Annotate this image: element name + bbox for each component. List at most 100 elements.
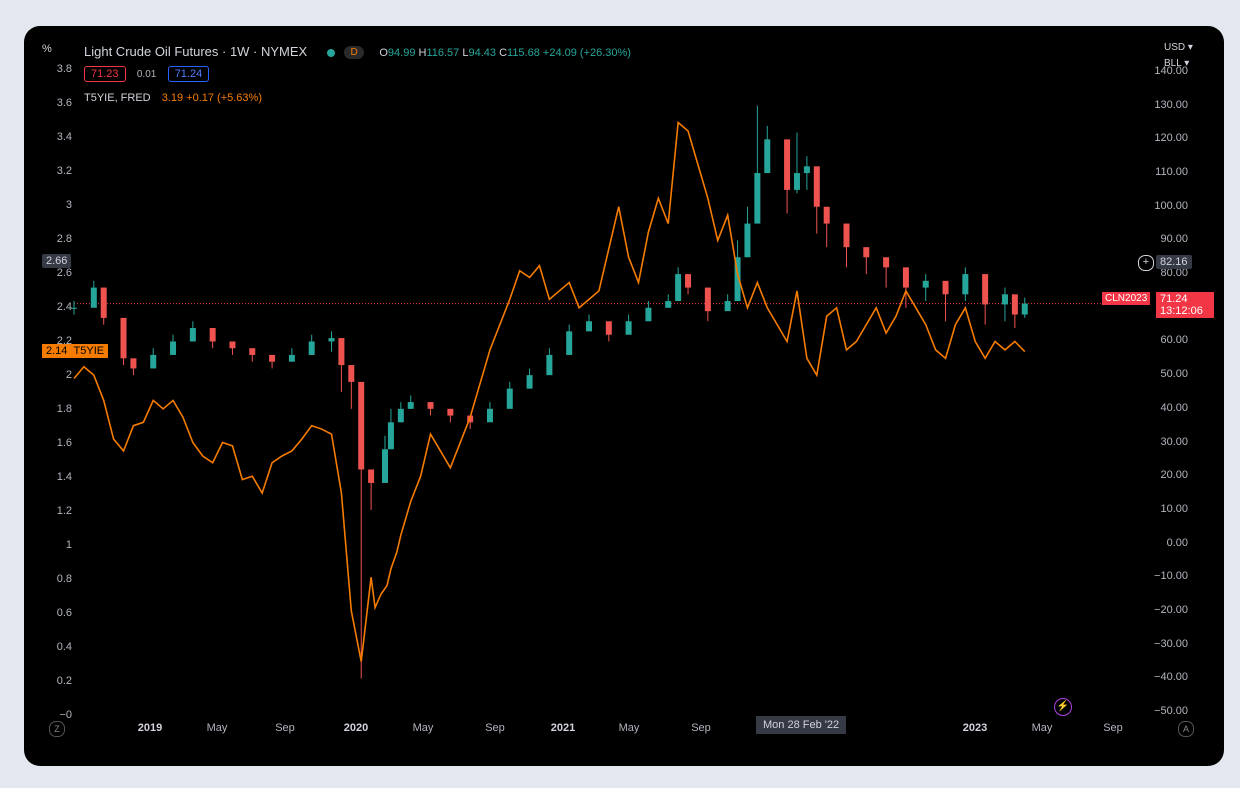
candle-body — [734, 257, 741, 302]
left-axis-tick: 1.4 — [56, 471, 72, 483]
candle-body — [189, 328, 196, 342]
candle-body — [645, 307, 652, 322]
chart-frame[interactable]: % Light Crude Oil Futures · 1W · NYMEX D… — [24, 26, 1224, 766]
candle-body — [387, 422, 394, 450]
right-axis-tick: 10.00 — [1160, 502, 1188, 515]
ohlc-values: O94.99 H116.57 L94.43 C115.68 +24.09 (+2… — [379, 47, 631, 59]
right-axis-tick: 90.00 — [1160, 233, 1188, 246]
candle-body — [209, 328, 216, 342]
candle-body — [130, 358, 137, 369]
candle-body — [566, 331, 573, 355]
candle-body — [338, 338, 345, 366]
left-axis-tick: 3.6 — [56, 97, 72, 109]
time-axis-tick: Sep — [691, 722, 711, 734]
currency-selector[interactable]: USD ▾ — [1164, 42, 1193, 53]
left-crosshair-badge: 2.66 — [42, 254, 72, 268]
symbol-title[interactable]: Light Crude Oil Futures · 1W · NYMEX — [84, 44, 308, 59]
candle-body — [764, 139, 771, 174]
candle-body — [754, 173, 761, 224]
candle-body — [1011, 294, 1018, 315]
candle-body — [288, 354, 295, 362]
candle-body — [665, 301, 672, 308]
t5yie-line — [73, 120, 1026, 662]
right-axis-tick: 30.00 — [1160, 435, 1188, 448]
candle-body — [675, 274, 682, 302]
candle-body — [605, 321, 612, 335]
spread-value: 0.01 — [136, 69, 157, 80]
right-axis-tick: −50.00 — [1154, 705, 1188, 717]
overlay-legend[interactable]: T5YIE, FRED 3.19 +0.17 (+5.63%) — [84, 92, 262, 104]
delay-badge[interactable]: D — [344, 46, 364, 60]
candle-body — [586, 321, 592, 332]
time-axis-tick: Sep — [485, 722, 505, 734]
time-axis-tick: 2020 — [343, 722, 369, 734]
time-axis-tick: 2019 — [137, 722, 163, 734]
candle-body — [813, 166, 820, 207]
candle-body — [427, 402, 434, 409]
candle-body — [120, 317, 127, 359]
candle-body — [625, 321, 632, 335]
left-axis-tick: 3.8 — [56, 63, 72, 75]
candle-body — [506, 388, 513, 409]
candle-body — [381, 449, 388, 483]
auto-scale-icon[interactable]: A — [1178, 721, 1194, 737]
left-axis-tick: 0.6 — [56, 607, 72, 619]
unit-selector[interactable]: BLL ▾ — [1164, 58, 1190, 69]
left-axis-tick: 1.8 — [56, 403, 72, 415]
left-axis-tick: 1 — [65, 539, 72, 551]
price-chart[interactable] — [24, 26, 1224, 766]
lightning-icon[interactable]: ⚡ — [1054, 698, 1072, 716]
time-axis-tick: Sep — [275, 722, 295, 734]
symbol-price-label: CLN2023 — [1102, 292, 1151, 305]
left-axis-tick: 1.2 — [56, 505, 72, 517]
candle-body — [1001, 294, 1008, 305]
candle-body — [71, 307, 77, 309]
left-axis-tick: 0.2 — [56, 675, 72, 687]
time-axis-tick: 2023 — [962, 722, 988, 734]
candle-body — [328, 338, 335, 342]
last-price-badge: 71.24 13:12:06 — [1156, 292, 1214, 318]
right-axis-tick: 130.00 — [1154, 98, 1188, 111]
candle-body — [823, 206, 830, 224]
right-axis-tick: −40.00 — [1154, 671, 1188, 684]
ask-button[interactable]: 71.24 — [167, 66, 210, 82]
candle-body — [100, 287, 107, 318]
candle-body — [546, 354, 553, 376]
candle-body — [982, 274, 989, 305]
time-axis-tick: Sep — [1103, 722, 1123, 734]
candle-body — [863, 247, 870, 258]
candle-body — [150, 354, 157, 369]
left-axis-tick: 0.4 — [56, 641, 72, 653]
overlay-price-badge: 2.14 T5YIE — [42, 344, 109, 358]
right-axis-tick: 0.00 — [1166, 536, 1188, 549]
right-axis-tick: 80.00 — [1160, 267, 1188, 280]
time-axis-tick: May — [206, 722, 228, 734]
right-crosshair-badge: 82.16 — [1156, 255, 1192, 269]
right-axis-tick: −30.00 — [1154, 637, 1188, 650]
left-axis-tick: −0 — [59, 709, 72, 721]
candle-body — [1021, 303, 1028, 315]
candle-body — [803, 166, 810, 174]
left-axis-tick: 1.6 — [56, 437, 72, 449]
add-alert-icon[interactable]: + — [1138, 255, 1154, 271]
right-axis-tick: 120.00 — [1154, 132, 1188, 145]
symbol-header[interactable]: Light Crude Oil Futures · 1W · NYMEX D O… — [84, 44, 631, 60]
left-axis-tick: 2.4 — [56, 301, 72, 313]
bid-button[interactable]: 71.23 — [84, 66, 126, 82]
candle-body — [447, 408, 454, 416]
candle-body — [308, 341, 315, 355]
candle-body — [843, 223, 850, 248]
candle-body — [397, 408, 404, 423]
right-axis-tick: 20.00 — [1160, 469, 1188, 482]
left-axis-tick: 2.8 — [56, 233, 72, 245]
candle-body — [526, 375, 533, 389]
candle-body — [962, 274, 969, 295]
zoom-icon[interactable]: Z — [49, 721, 65, 737]
candle-body — [942, 280, 949, 295]
candle-body — [922, 280, 929, 288]
candle-body — [902, 267, 909, 288]
candle-body — [358, 381, 365, 470]
candle-body — [784, 139, 791, 190]
candle-body — [348, 365, 355, 382]
candle-body — [249, 348, 256, 355]
